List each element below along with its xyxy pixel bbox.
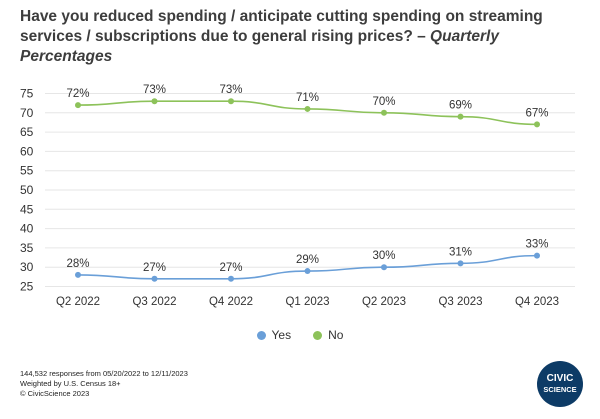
footnote: 144,532 responses from 05/20/2022 to 12/… xyxy=(20,369,188,399)
x-tick-label: Q2 2023 xyxy=(362,296,406,308)
y-tick-label: 25 xyxy=(20,280,34,294)
data-point-no xyxy=(457,113,464,120)
data-label-yes: 33% xyxy=(525,239,548,251)
chart-legend: Yes No xyxy=(0,328,600,342)
data-point-yes xyxy=(381,264,387,271)
data-point-yes xyxy=(228,275,234,282)
data-label-no: 71% xyxy=(296,92,319,104)
y-tick-label: 40 xyxy=(20,222,34,236)
data-point-no xyxy=(381,109,387,116)
chart-title-text: Have you reduced spending / anticipate c… xyxy=(20,8,543,45)
data-label-no: 67% xyxy=(525,107,548,119)
y-tick-label: 65 xyxy=(20,125,34,139)
footnote-weighting: Weighted by U.S. Census 18+ xyxy=(20,379,121,388)
legend-label-yes: Yes xyxy=(271,328,292,342)
chart-title: Have you reduced spending / anticipate c… xyxy=(20,7,590,67)
x-tick-label: Q2 2022 xyxy=(56,296,100,308)
legend-dot-yes xyxy=(256,330,266,340)
civicscience-logo: CIVIC SCIENCE xyxy=(537,361,583,407)
data-point-yes xyxy=(151,275,158,282)
data-label-yes: 29% xyxy=(296,254,319,266)
y-tick-label: 50 xyxy=(20,183,34,197)
data-point-no xyxy=(304,105,311,112)
data-label-yes: 28% xyxy=(66,258,89,270)
x-tick-label: Q4 2023 xyxy=(515,296,559,308)
x-tick-label: Q1 2023 xyxy=(285,296,329,308)
chart-subtitle: Quarterly Percentages xyxy=(20,28,499,65)
legend-label-no: No xyxy=(328,328,344,342)
y-tick-label: 30 xyxy=(20,260,34,274)
data-point-no xyxy=(75,102,81,109)
x-tick-label: Q4 2022 xyxy=(209,296,253,308)
data-label-yes: 27% xyxy=(219,262,242,274)
y-tick-label: 70 xyxy=(20,106,34,120)
logo-line-2: SCIENCE xyxy=(543,385,577,394)
y-tick-label: 35 xyxy=(20,241,34,255)
footnote-copyright: © CivicScience 2023 xyxy=(20,389,90,398)
data-label-no: 69% xyxy=(449,100,472,112)
legend-item-no[interactable]: No xyxy=(313,328,343,342)
data-point-yes xyxy=(304,268,311,275)
x-tick-label: Q3 2022 xyxy=(132,296,176,308)
data-point-yes xyxy=(457,260,464,267)
data-label-no: 73% xyxy=(143,84,166,96)
data-point-yes xyxy=(534,252,540,259)
legend-dot-no xyxy=(313,330,323,340)
data-point-no xyxy=(151,98,158,105)
data-point-yes xyxy=(75,271,81,278)
data-point-no xyxy=(228,98,234,105)
y-tick-label: 75 xyxy=(20,87,34,101)
data-label-no: 70% xyxy=(372,96,395,108)
data-label-yes: 30% xyxy=(372,250,395,262)
data-label-no: 73% xyxy=(219,84,242,96)
data-label-no: 72% xyxy=(66,88,89,100)
legend-item-yes[interactable]: Yes xyxy=(256,328,292,342)
logo-line-1: CIVIC xyxy=(546,373,574,384)
data-point-no xyxy=(534,121,540,128)
y-tick-label: 45 xyxy=(20,202,34,216)
y-tick-label: 55 xyxy=(20,164,34,178)
data-label-yes: 27% xyxy=(143,262,166,274)
footnote-responses: 144,532 responses from 05/20/2022 to 12/… xyxy=(20,369,188,378)
data-label-yes: 31% xyxy=(449,246,472,258)
x-tick-label: Q3 2023 xyxy=(438,296,482,308)
y-tick-label: 60 xyxy=(20,144,34,158)
